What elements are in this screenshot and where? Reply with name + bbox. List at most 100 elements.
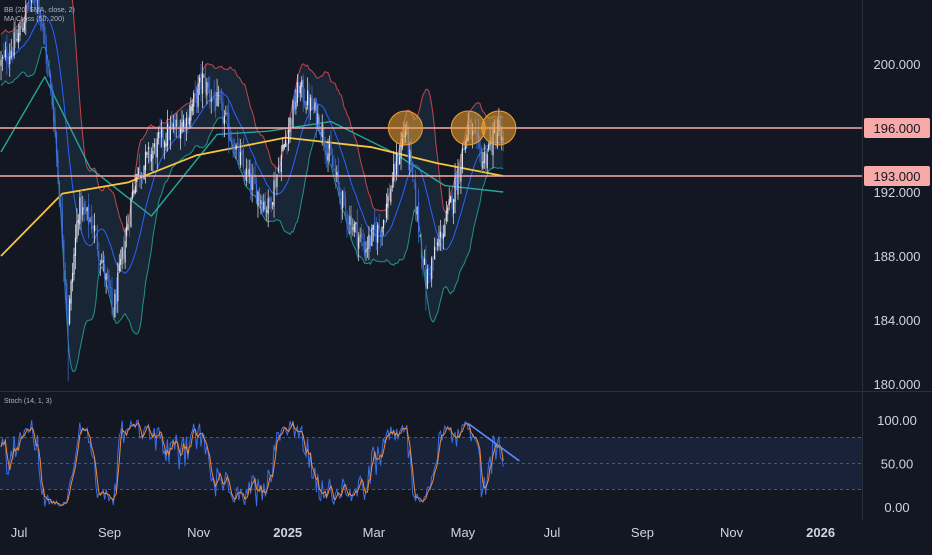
candle-body <box>393 164 394 181</box>
candle-body <box>205 77 206 93</box>
candle-body <box>69 299 70 324</box>
candle-body <box>87 207 88 211</box>
stoch-tick-label: 100.00 <box>877 413 917 428</box>
candle-body <box>462 149 463 168</box>
main-legend: BB (20, SMA, close, 2) MA Cross (50, 200… <box>4 6 75 24</box>
candle-body <box>108 275 109 289</box>
candle-body <box>421 239 422 258</box>
peak-highlight-circle-1[interactable] <box>451 111 485 145</box>
candle-body <box>22 28 23 32</box>
candle-body <box>219 94 220 100</box>
candle-body <box>348 222 349 224</box>
candle-body <box>225 113 226 114</box>
candle-body <box>212 97 213 98</box>
ma-cross-indicator-label[interactable]: MA Cross (50, 200) <box>4 15 75 24</box>
candle-body <box>59 182 60 206</box>
candle-body <box>396 154 397 175</box>
candle-body <box>50 75 51 86</box>
candle-body <box>422 257 423 268</box>
candle-body <box>370 237 371 247</box>
candle-body <box>114 294 115 318</box>
candle-body <box>79 197 80 224</box>
peak-highlight-circle-2[interactable] <box>482 111 516 145</box>
candle-body <box>6 47 7 63</box>
candle-body <box>333 169 334 170</box>
candle-body <box>203 76 204 77</box>
candle-body <box>352 227 353 229</box>
candle-body <box>314 102 315 110</box>
candle-body <box>441 232 442 241</box>
candle-body <box>376 230 377 242</box>
time-axis-label: Nov <box>720 525 744 540</box>
candle-body <box>227 112 228 115</box>
candle-body <box>449 199 450 205</box>
candle-body <box>409 150 410 162</box>
candle-body <box>320 132 321 135</box>
candle-body <box>151 154 152 161</box>
candle-body <box>221 98 222 100</box>
candle-body <box>68 305 69 325</box>
candle-body <box>119 263 120 271</box>
bb-indicator-label[interactable]: BB (20, SMA, close, 2) <box>4 6 75 15</box>
candle-body <box>202 74 203 94</box>
candle-body <box>107 271 108 280</box>
candle-body <box>34 0 35 2</box>
candle-body <box>117 273 118 302</box>
candle-body <box>306 108 307 110</box>
candle-body <box>437 243 438 246</box>
candle-body <box>295 101 296 109</box>
candle-body <box>180 128 181 139</box>
candle-body <box>279 169 280 174</box>
candle-body <box>209 90 210 98</box>
candle-body <box>260 200 261 204</box>
candle-body <box>164 142 165 148</box>
candle-body <box>438 239 439 247</box>
candle-body <box>252 177 253 190</box>
candle-body <box>316 100 317 128</box>
candle-body <box>8 63 9 64</box>
candle-body <box>244 171 245 178</box>
peak-highlight-circle-0[interactable] <box>388 111 422 145</box>
candle-body <box>165 143 166 146</box>
candle-body <box>198 83 199 107</box>
price-tick-label: 184.000 <box>874 313 921 328</box>
candle-body <box>149 151 150 161</box>
candle-body <box>326 156 327 158</box>
candle-body <box>419 236 420 237</box>
candle-body <box>431 258 432 279</box>
candle-body <box>288 130 289 144</box>
candle-body <box>132 192 133 199</box>
candle-body <box>459 164 460 177</box>
candle-body <box>70 281 71 303</box>
candle-body <box>92 226 93 229</box>
candle-body <box>365 249 366 252</box>
candle-body <box>168 124 169 140</box>
candle-body <box>354 224 355 232</box>
candle-body <box>76 221 77 239</box>
candle-body <box>292 100 293 127</box>
candle-body <box>291 120 292 125</box>
candle-body <box>435 249 436 250</box>
candle-body <box>265 201 266 210</box>
candle-body <box>94 225 95 231</box>
candle-body <box>91 216 92 229</box>
candle-body <box>482 161 483 168</box>
candle-body <box>398 158 399 166</box>
candle-body <box>447 207 448 214</box>
candle-body <box>284 144 285 148</box>
candle-body <box>73 254 74 274</box>
candle-body <box>351 215 352 234</box>
candle-body <box>43 24 44 30</box>
candle-body <box>161 128 162 137</box>
stoch-indicator-label[interactable]: Stoch (14, 1, 3) <box>4 397 52 406</box>
candle-body <box>453 199 454 213</box>
candle-body <box>104 264 105 279</box>
candle-body <box>158 132 159 138</box>
candle-body <box>190 107 191 121</box>
candle-body <box>19 26 20 36</box>
candle-body <box>100 263 101 264</box>
candle-body <box>16 39 17 40</box>
candle-body <box>129 221 130 224</box>
candle-body <box>47 64 48 65</box>
